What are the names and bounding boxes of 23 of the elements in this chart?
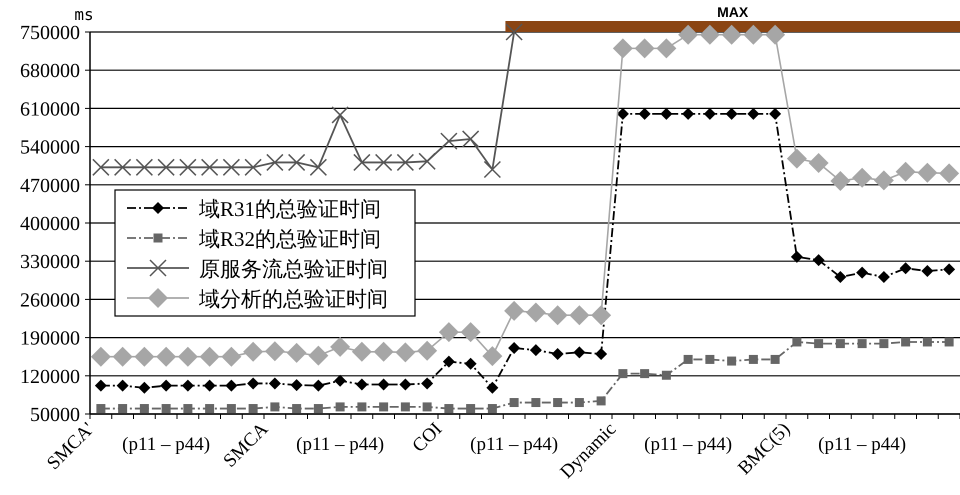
y-tick-label: 540000 bbox=[20, 136, 80, 159]
x-tick-label: COI bbox=[408, 418, 446, 457]
y-tick-label: 750000 bbox=[20, 22, 80, 44]
y-tick-label: 470000 bbox=[20, 174, 80, 197]
y-tick-label: 190000 bbox=[20, 328, 80, 350]
y-tick-label: 120000 bbox=[20, 366, 80, 388]
legend-label: 原服务流总验证时间 bbox=[199, 257, 388, 281]
x-tick-label: (p11 – p44) bbox=[644, 434, 732, 455]
y-tick-label: 400000 bbox=[20, 213, 80, 235]
text: MAX bbox=[717, 4, 749, 20]
y-tick-label: 50000 bbox=[30, 404, 80, 426]
y-tick-label: 680000 bbox=[20, 60, 80, 82]
x-tick-label: (p11 – p44) bbox=[470, 434, 558, 455]
y-tick-label: 330000 bbox=[20, 251, 80, 274]
x-tick-label: (p11 – p44) bbox=[122, 434, 210, 455]
y-tick-label: 260000 bbox=[20, 289, 80, 312]
x-tick-label: (p11 – p44) bbox=[296, 434, 384, 455]
x-tick-label: (p11 – p44) bbox=[818, 434, 906, 455]
y-tick-label: 610000 bbox=[20, 98, 80, 120]
y-axis-title: ms bbox=[74, 5, 94, 24]
legend-label: 域分析的总验证时间 bbox=[198, 287, 388, 311]
legend-label: 域R31的总验证时间 bbox=[198, 197, 382, 221]
legend-label: 域R32的总验证时间 bbox=[198, 227, 382, 251]
